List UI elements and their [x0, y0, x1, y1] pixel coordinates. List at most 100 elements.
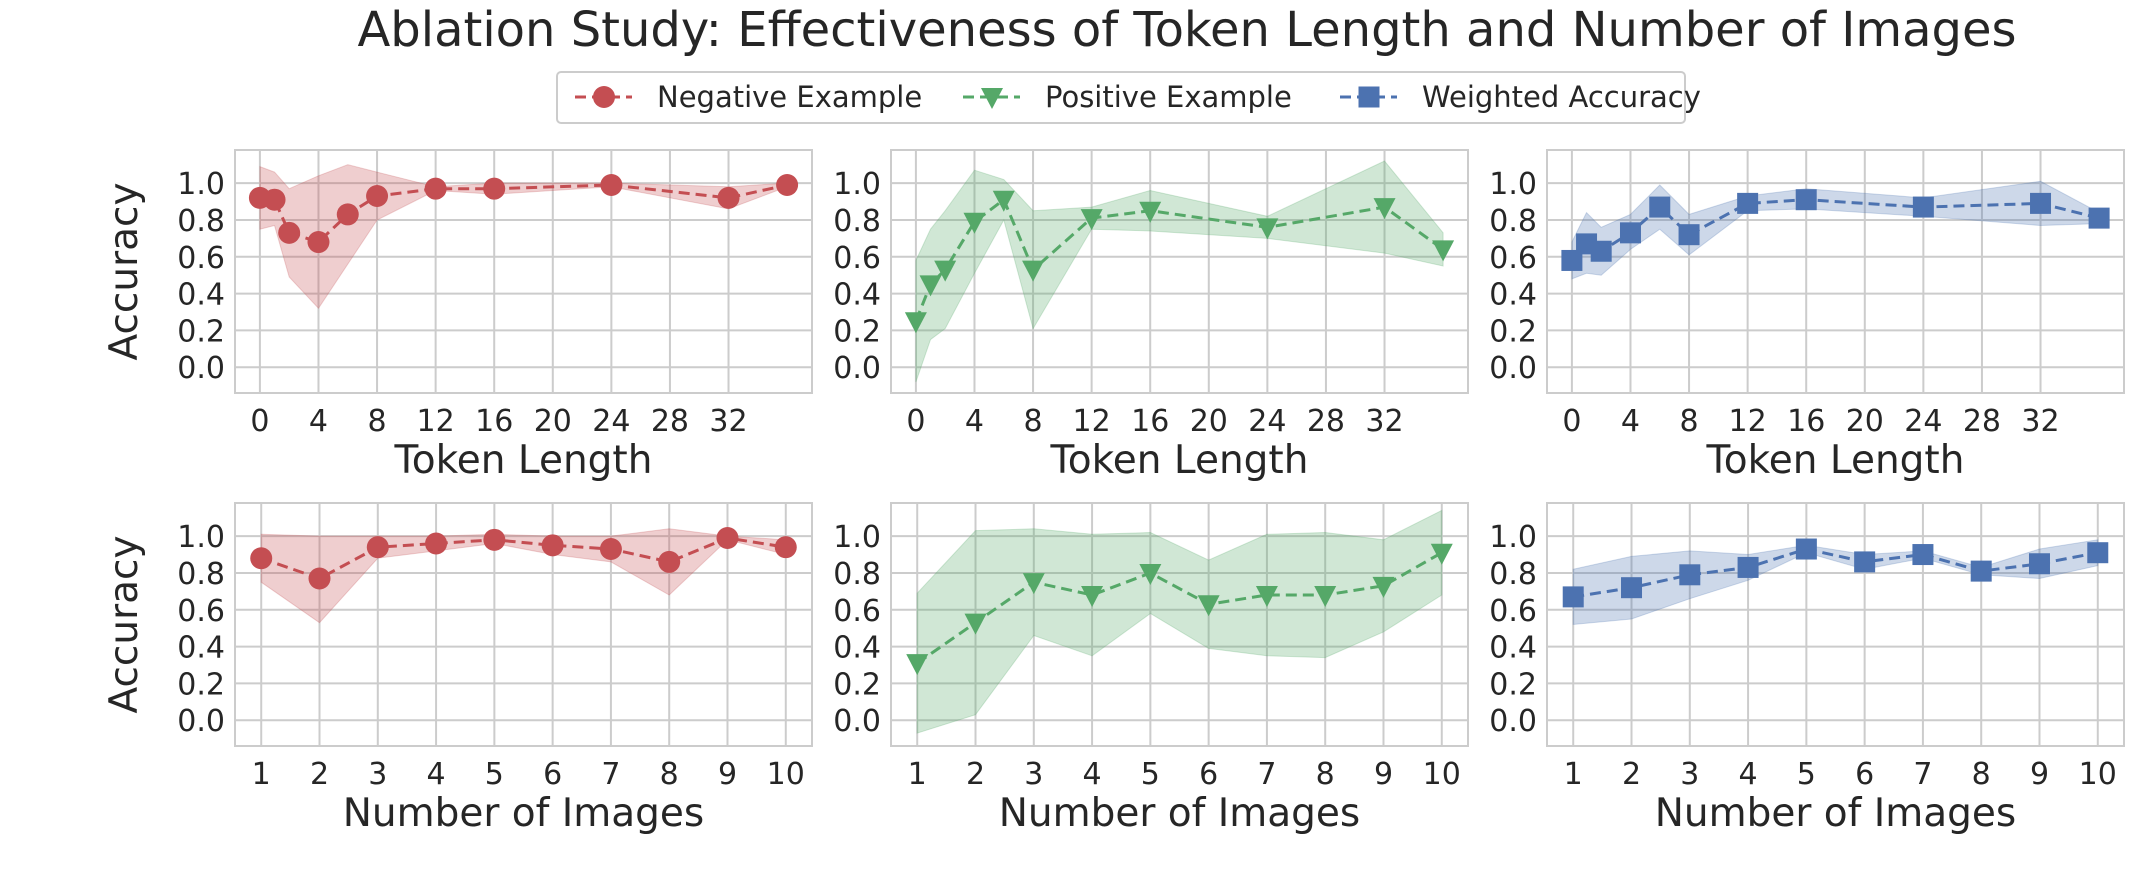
legend-box	[556, 71, 1686, 124]
legend-label: Weighted Accuracy	[1422, 80, 1701, 114]
y-tick-label: 0.0	[833, 351, 881, 386]
data-point	[717, 186, 740, 209]
data-point	[1561, 249, 1583, 271]
x-tick-label: 10	[1423, 757, 1461, 792]
subplot-token-length-negative-example: 0.00.20.40.60.81.0 0 4 8 12 16 20 24 28 32 Token L…	[102, 149, 813, 483]
x-tick-label: 32	[2021, 404, 2059, 439]
data-point	[250, 547, 273, 570]
subplot-number-of-images-negative-example: 0.00.20.40.60.81.0 1 2 3 4 5 6 7 8 9 10 Number of I…	[102, 502, 813, 836]
data-point	[1022, 573, 1045, 595]
data-point	[776, 173, 799, 196]
data-point	[308, 567, 331, 590]
x-tick-label: 9	[2030, 757, 2049, 792]
x-tick-label: 8	[1024, 404, 1043, 439]
plot-area	[890, 502, 1469, 747]
legend-marker	[1358, 86, 1380, 108]
data-point	[2088, 207, 2110, 229]
data-point	[1139, 563, 1162, 585]
y-tick-label: 0.8	[177, 557, 225, 592]
y-tick-label: 0.4	[1489, 278, 1537, 313]
y-tick-label: 0.4	[177, 278, 225, 313]
chart-title: Ablation Study: Effectiveness of Token L…	[357, 2, 2016, 58]
data-point	[904, 312, 927, 334]
x-tick-label: 6	[1855, 757, 1874, 792]
data-point	[963, 212, 986, 234]
data-point	[2087, 542, 2109, 564]
data-point	[307, 231, 330, 254]
x-tick-label: 5	[1141, 757, 1160, 792]
x-tick-label: 12	[417, 404, 455, 439]
legend-marker	[593, 86, 615, 108]
y-axis-label: Accuracy	[102, 535, 147, 713]
data-point	[1256, 218, 1279, 240]
legend-item-weighted-accuracy: Weighted Accuracy	[1340, 80, 1701, 114]
y-tick-label: 0.2	[1489, 314, 1537, 349]
x-tick-label: 1	[908, 757, 927, 792]
x-tick-label: 9	[1374, 757, 1393, 792]
data-point	[424, 177, 447, 200]
data-point	[1372, 576, 1395, 598]
x-tick-label: 6	[1199, 757, 1218, 792]
data-point	[1081, 586, 1104, 608]
data-point	[541, 534, 564, 557]
x-tick-label: 4	[1621, 404, 1640, 439]
x-axis-label: Token Length	[1050, 438, 1309, 483]
data-point	[599, 538, 622, 561]
data-point	[1912, 196, 1934, 218]
y-tick-label: 0.4	[1489, 631, 1537, 666]
y-tick-label: 0.8	[1489, 557, 1537, 592]
data-point	[1197, 595, 1220, 617]
data-point	[366, 185, 389, 208]
x-tick-label: 0	[1562, 404, 1581, 439]
x-tick-label: 7	[601, 757, 620, 792]
subplot-token-length-positive-example: 0.00.20.40.60.81.0 0 4 8 12 16 20 24 28 32 Token L…	[833, 149, 1469, 483]
x-tick-label: 3	[368, 757, 387, 792]
y-tick-label: 0.0	[1489, 704, 1537, 739]
y-tick-label: 0.8	[833, 204, 881, 239]
data-point	[1373, 198, 1396, 220]
x-tick-label: 8	[1680, 404, 1699, 439]
x-tick-label: 20	[1190, 404, 1228, 439]
x-tick-label: 3	[1024, 757, 1043, 792]
data-point	[1432, 240, 1455, 262]
x-tick-label: 6	[543, 757, 562, 792]
legend: Negative Example Positive Example Weighted…	[556, 71, 1701, 124]
x-tick-label: 1	[252, 757, 271, 792]
data-point	[1621, 577, 1643, 599]
y-tick-label: 0.4	[833, 278, 881, 313]
y-tick-label: 0.6	[1489, 594, 1537, 629]
data-point	[1679, 564, 1701, 586]
data-point	[1678, 224, 1700, 246]
data-point	[1795, 189, 1817, 211]
y-axis-label: Accuracy	[102, 182, 147, 360]
x-axis-label: Number of Images	[343, 791, 705, 836]
data-point	[658, 550, 681, 573]
x-tick-label: 12	[1729, 404, 1767, 439]
data-point	[1430, 543, 1453, 565]
x-tick-label: 12	[1073, 404, 1111, 439]
y-tick-label: 0.6	[177, 241, 225, 276]
x-tick-label: 0	[906, 404, 925, 439]
x-tick-label: 7	[1913, 757, 1932, 792]
series-line	[916, 551, 1443, 665]
y-tick-label: 0.2	[833, 667, 881, 702]
y-tick-label: 0.6	[177, 594, 225, 629]
data-point	[1737, 556, 1759, 578]
y-tick-label: 1.0	[1489, 520, 1537, 555]
x-tick-label: 24	[592, 404, 630, 439]
data-point	[483, 177, 506, 200]
confidence-band	[916, 509, 1443, 734]
x-tick-label: 9	[718, 757, 737, 792]
x-tick-label: 10	[2079, 757, 2117, 792]
data-point	[600, 173, 623, 196]
y-tick-label: 1.0	[1489, 167, 1537, 202]
y-tick-label: 0.6	[1489, 241, 1537, 276]
data-point	[1912, 544, 1934, 566]
x-tick-label: 4	[427, 757, 446, 792]
x-tick-label: 32	[709, 404, 747, 439]
legend-label: Positive Example	[1045, 80, 1292, 114]
plot-area	[234, 149, 813, 394]
x-tick-label: 4	[309, 404, 328, 439]
